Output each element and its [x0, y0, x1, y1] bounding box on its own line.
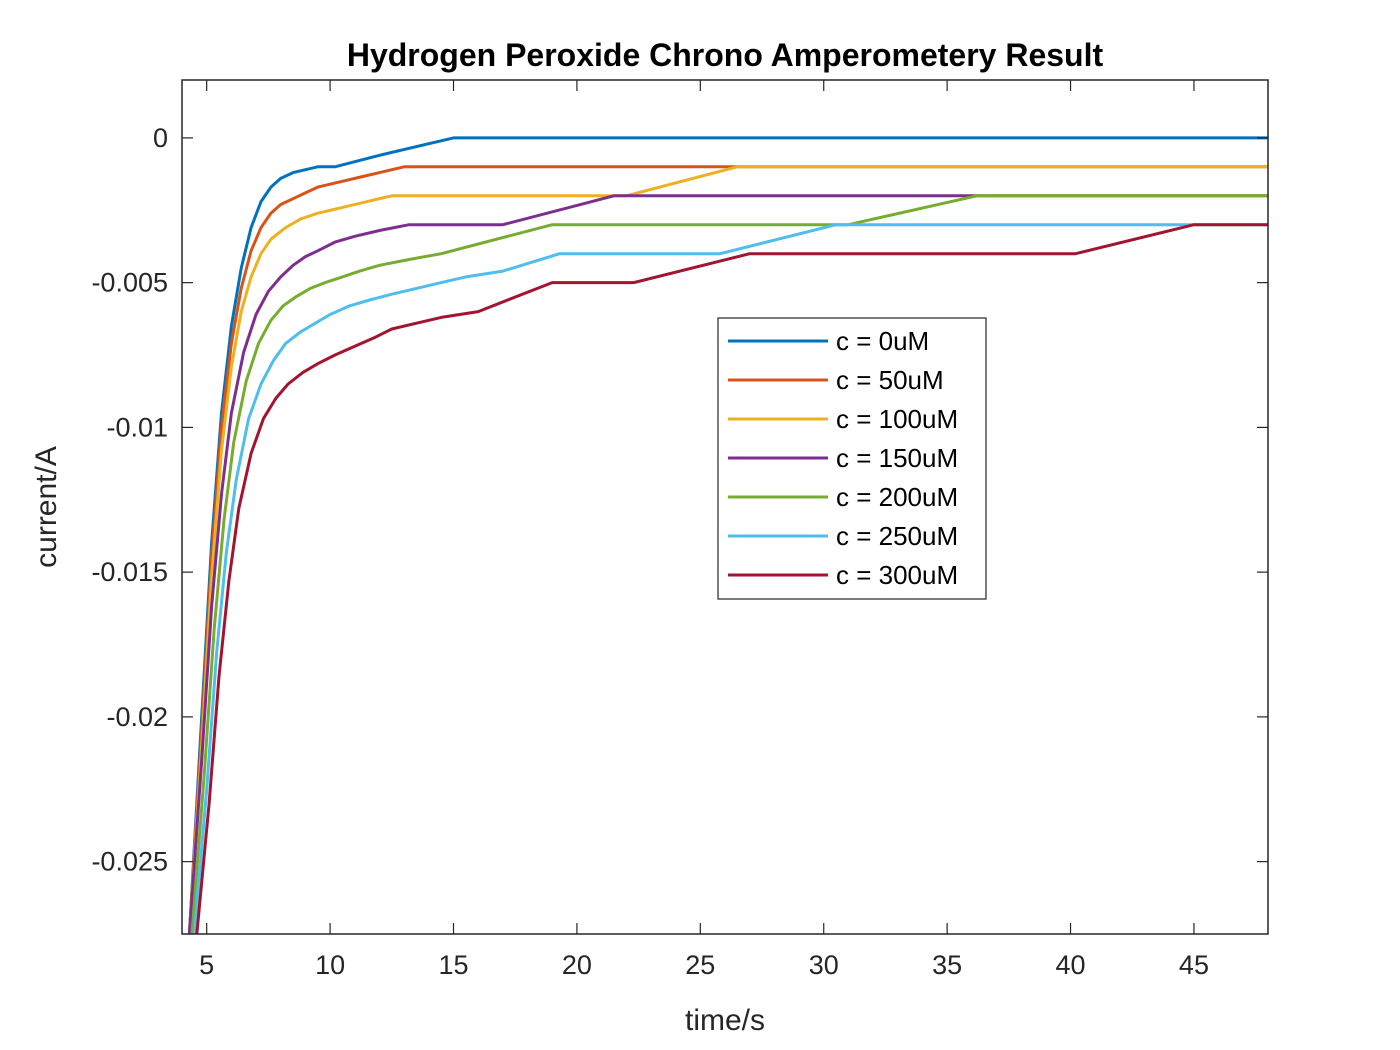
y-tick-label: 0	[153, 123, 168, 153]
y-axis-label: current/A	[30, 446, 63, 568]
series-line-1	[187, 165, 1268, 934]
x-tick-label: 45	[1179, 950, 1209, 980]
y-tick-label: -0.01	[106, 412, 168, 442]
plot-frame	[181, 79, 1269, 935]
legend-label: c = 200uM	[836, 482, 958, 512]
series-line-5	[192, 223, 1268, 934]
legend-label: c = 50uM	[836, 365, 944, 395]
series-layer	[187, 136, 1268, 934]
x-tick-label: 15	[438, 950, 468, 980]
x-tick-label: 25	[685, 950, 715, 980]
legend-label: c = 100uM	[836, 404, 958, 434]
y-tick-label: -0.005	[91, 268, 168, 298]
series-line-4	[190, 194, 1268, 934]
ticks-layer: 5 10 15 20 25 30 35 40 45 0 -0.005 -0.01 -0.015 -0.02…	[91, 80, 1268, 980]
series-line-6	[195, 223, 1268, 934]
legend-label: c = 0uM	[836, 326, 929, 356]
legend: c = 0uM c = 50uM c = 100uM c = 150uM c = 200…	[717, 317, 987, 600]
y-tick-label: -0.025	[91, 847, 168, 877]
x-tick-label: 30	[809, 950, 839, 980]
series-line-2	[187, 165, 1268, 934]
y-tick-label: -0.02	[106, 702, 168, 732]
series-line-3	[187, 194, 1268, 934]
legend-label: c = 300uM	[836, 560, 958, 590]
x-tick-label: 20	[562, 950, 592, 980]
legend-label: c = 150uM	[836, 443, 958, 473]
legend-label: c = 250uM	[836, 521, 958, 551]
chart-title: Hydrogen Peroxide Chrono Amperometery Re…	[347, 37, 1104, 73]
x-tick-label: 5	[199, 950, 214, 980]
y-tick-label: -0.015	[91, 557, 168, 587]
x-tick-label: 10	[315, 950, 345, 980]
x-tick-label: 40	[1056, 950, 1086, 980]
x-tick-label: 35	[932, 950, 962, 980]
x-axis-label: time/s	[685, 1004, 765, 1037]
